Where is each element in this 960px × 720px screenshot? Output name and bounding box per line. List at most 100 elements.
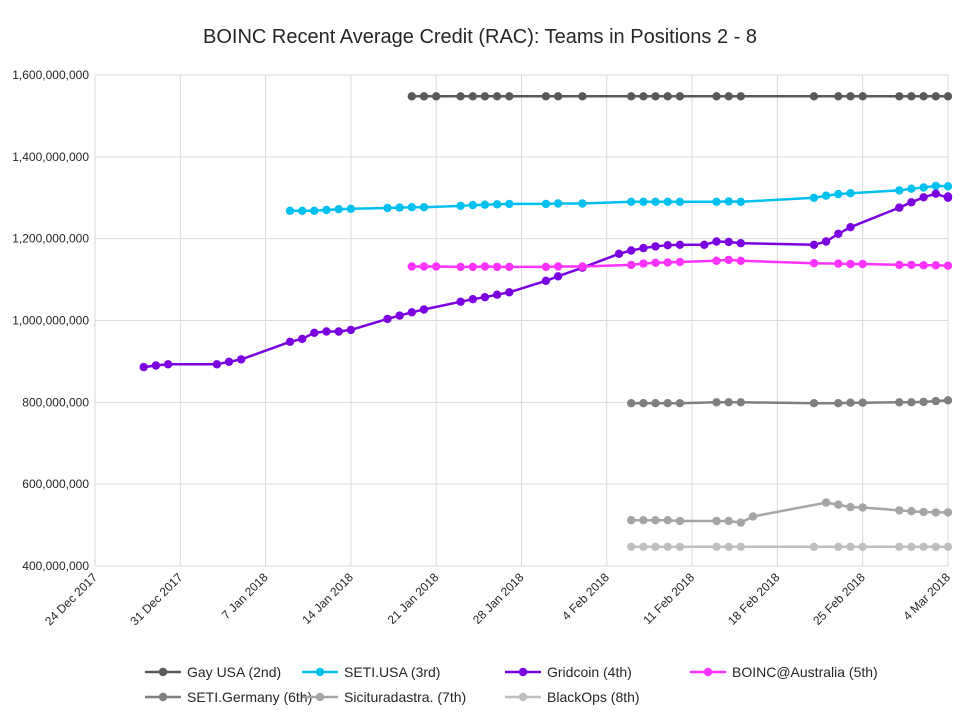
data-point — [931, 92, 940, 101]
legend-label: Gay USA (2nd) — [187, 664, 281, 680]
data-point — [651, 242, 660, 251]
data-point — [834, 399, 843, 408]
data-point — [724, 542, 733, 551]
data-point — [895, 260, 904, 270]
series — [139, 189, 953, 372]
data-point — [919, 507, 928, 517]
data-point — [639, 259, 648, 268]
data-point — [310, 328, 319, 337]
chart-title: BOINC Recent Average Credit (RAC): Teams… — [203, 26, 757, 48]
data-point — [346, 325, 356, 335]
data-point — [456, 201, 465, 211]
data-point — [627, 516, 636, 525]
data-point — [675, 542, 685, 551]
data-point — [651, 258, 660, 267]
data-point — [541, 199, 551, 209]
data-point — [614, 249, 624, 258]
data-point — [639, 197, 648, 206]
data-point — [675, 240, 685, 249]
legend-marker — [315, 667, 325, 677]
data-point — [809, 399, 819, 408]
data-point — [139, 362, 148, 372]
data-point — [919, 261, 928, 270]
data-point — [919, 542, 928, 551]
data-point — [858, 542, 867, 551]
legend: Gay USA (2nd) SETI.USA (3rd) Gridcoin (4th… — [145, 664, 878, 705]
data-point — [419, 305, 429, 314]
data-point — [675, 197, 685, 206]
data-point — [675, 92, 685, 101]
series — [285, 181, 953, 215]
legend-item: BOINC@Australia (5th) — [690, 664, 878, 680]
x-tick-label: 14 Jan 2018 — [299, 570, 356, 627]
data-point — [943, 508, 953, 517]
data-point — [541, 262, 551, 272]
data-point — [432, 262, 441, 271]
data-point — [834, 542, 843, 551]
data-point — [432, 92, 441, 101]
data-point — [395, 203, 404, 212]
data-point — [931, 508, 940, 517]
data-point — [627, 542, 636, 551]
legend-marker — [158, 667, 168, 677]
data-point — [492, 262, 502, 272]
data-point — [663, 542, 672, 551]
data-point — [651, 197, 660, 206]
data-point — [639, 542, 648, 551]
data-point — [700, 240, 709, 249]
data-point — [419, 92, 429, 101]
y-tick-label: 1,000,000,000 — [12, 314, 89, 328]
data-point — [298, 206, 307, 215]
data-point — [456, 92, 465, 101]
data-point — [931, 542, 940, 551]
data-point — [480, 293, 490, 302]
data-point — [212, 360, 222, 369]
data-point — [553, 262, 563, 271]
data-point — [505, 262, 514, 272]
data-point — [627, 399, 636, 408]
data-point — [895, 506, 904, 515]
data-point — [151, 361, 161, 370]
legend-label: SETI.Germany (6th) — [187, 689, 312, 705]
data-point — [821, 191, 831, 200]
data-point — [858, 259, 867, 269]
data-point — [846, 502, 855, 512]
y-tick-label: 600,000,000 — [22, 477, 89, 491]
series — [627, 396, 953, 408]
data-point — [907, 542, 916, 551]
data-point — [627, 92, 636, 101]
legend-item: Gay USA (2nd) — [145, 664, 281, 680]
data-point — [651, 516, 660, 525]
data-point — [943, 92, 953, 101]
data-point — [736, 92, 745, 101]
data-point — [663, 399, 672, 408]
legend-label: SETI.USA (3rd) — [344, 664, 440, 680]
data-point — [505, 288, 514, 297]
data-point — [858, 503, 867, 512]
legend-marker — [518, 692, 528, 702]
data-point — [809, 92, 819, 101]
legend-label: BOINC@Australia (5th) — [732, 664, 878, 680]
data-point — [553, 272, 563, 281]
x-tick-label: 11 Feb 2018 — [640, 570, 697, 627]
data-point — [931, 396, 940, 406]
x-tick-label: 25 Feb 2018 — [810, 570, 868, 628]
data-point — [639, 516, 648, 525]
data-point — [383, 203, 392, 213]
x-tick-label: 18 Feb 2018 — [725, 570, 783, 628]
y-axis: 400,000,000 600,000,000 800,000,000 1,000,0… — [12, 68, 89, 573]
data-point — [383, 314, 392, 324]
data-point — [675, 257, 685, 267]
data-point — [651, 92, 660, 101]
data-point — [541, 276, 551, 285]
data-point — [663, 516, 672, 525]
legend-marker — [315, 692, 325, 702]
data-point — [724, 398, 733, 407]
data-point — [639, 399, 648, 408]
data-point — [334, 205, 343, 214]
data-point — [492, 200, 502, 209]
data-point — [858, 398, 867, 407]
data-point — [468, 200, 477, 210]
data-point — [907, 507, 916, 516]
y-tick-label: 1,200,000,000 — [12, 232, 89, 246]
